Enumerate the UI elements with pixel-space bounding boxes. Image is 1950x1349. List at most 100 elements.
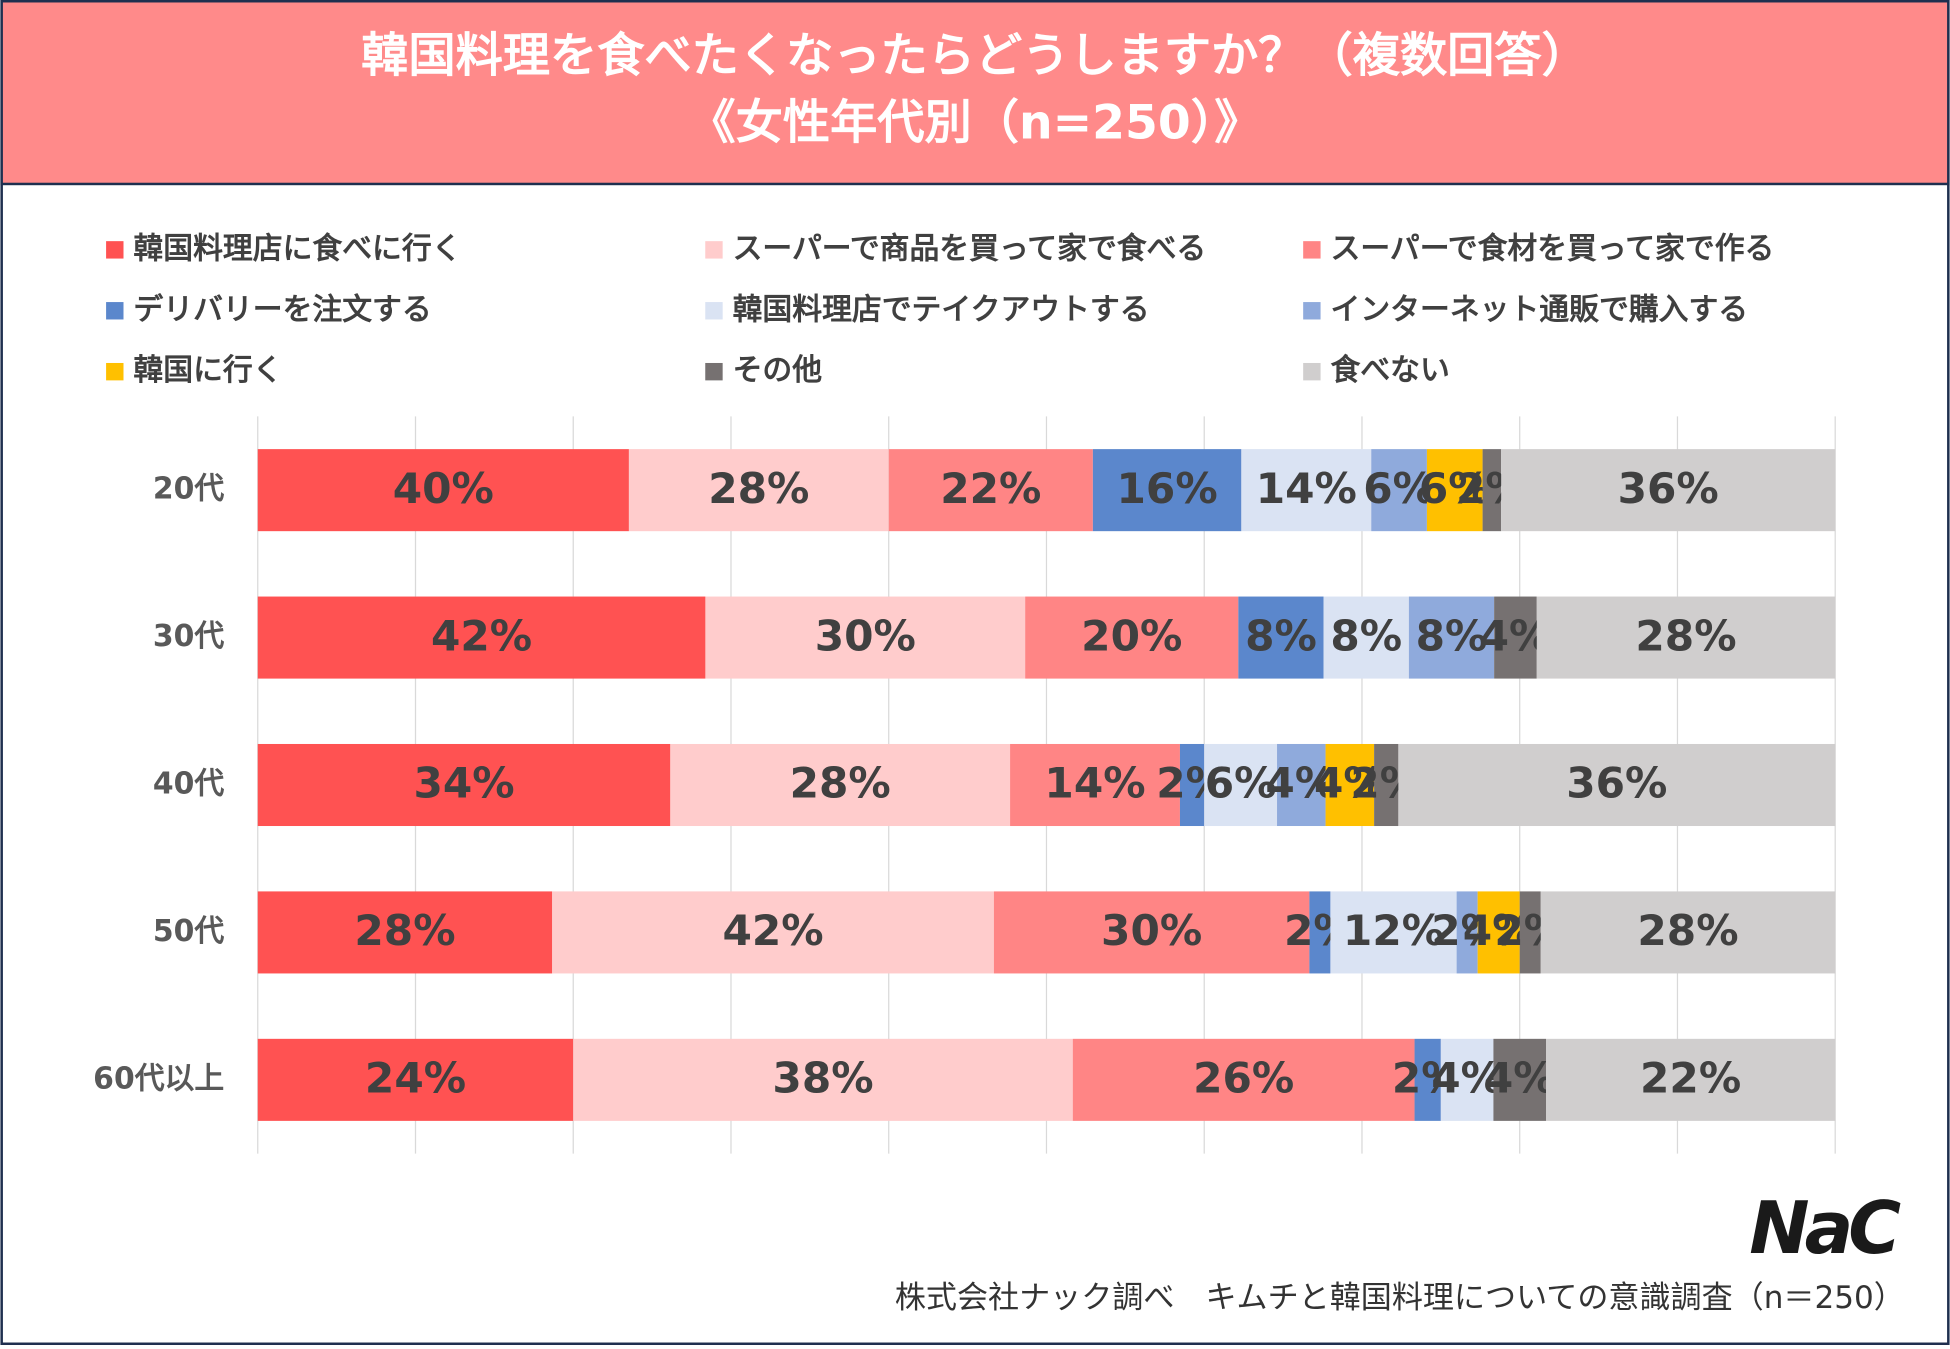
legend-swatch: [106, 302, 124, 320]
legend-swatch: [1303, 302, 1321, 320]
legend-label: スーパーで商品を買って家で食べる: [733, 231, 1207, 266]
y-tick-label: 30代: [153, 619, 225, 654]
legend-swatch: [1303, 362, 1321, 381]
bar-segment: [257, 449, 629, 532]
data-label: 4%: [1431, 1054, 1503, 1103]
data-label: 20%: [1081, 611, 1182, 660]
source-note: 株式会社ナック調べ キムチと韓国料理についての意識調査（n＝250）: [895, 1280, 1905, 1316]
data-label: 28%: [1637, 906, 1738, 955]
data-label: 34%: [413, 759, 514, 808]
bar-segment: [1309, 891, 1331, 974]
bar-segment: [257, 743, 671, 827]
legend-label: 韓国料理店に食べに行く: [133, 231, 461, 266]
legend-label: その他: [733, 353, 823, 388]
bar-segment: [1092, 449, 1242, 532]
legend-swatch: [106, 241, 124, 259]
data-label: 40%: [393, 464, 494, 513]
bar-segment: [1371, 449, 1427, 532]
bar-segment: [1010, 743, 1180, 827]
data-label: 26%: [1193, 1054, 1294, 1103]
data-label: 6%: [1205, 759, 1277, 808]
data-label: 38%: [772, 1054, 873, 1103]
data-label: 36%: [1566, 759, 1667, 808]
bar-segment: [1494, 596, 1537, 679]
chart-title: 韓国料理を食べたくなったらどうしますか？（複数回答）: [361, 28, 1589, 83]
bar-segment: [888, 449, 1093, 532]
bar-segment: [1456, 891, 1478, 974]
data-label: 8%: [1416, 611, 1488, 660]
bar-segment: [1374, 743, 1399, 827]
data-label: 8%: [1245, 611, 1317, 660]
legend-swatch: [1303, 241, 1321, 259]
legend-label: スーパーで食材を買って家で作る: [1331, 231, 1775, 266]
data-label: 12%: [1343, 906, 1444, 955]
bar-segment: [1440, 1038, 1494, 1121]
legend-label: 食べない: [1331, 353, 1450, 388]
legend-swatch: [106, 362, 124, 381]
bar-segment: [1179, 743, 1205, 827]
legend-swatch: [705, 241, 723, 259]
data-label: 30%: [1101, 906, 1202, 955]
data-label: 28%: [354, 906, 455, 955]
bar-segment: [1398, 743, 1836, 827]
bar-segment: [1408, 596, 1495, 679]
data-label: 4%: [1265, 759, 1337, 808]
bar-segment: [1277, 743, 1326, 827]
legend-label: 韓国料理店でテイクアウトする: [733, 292, 1150, 327]
legend-label: インターネット通販で購入する: [1331, 292, 1749, 327]
data-label: 28%: [1635, 611, 1736, 660]
bar-segment: [257, 1038, 574, 1121]
bar-segment: [1477, 891, 1520, 974]
legend-swatch: [705, 362, 723, 381]
legend-label: 韓国に行く: [133, 353, 282, 388]
bar-segment: [1426, 449, 1483, 532]
y-tick-label: 20代: [153, 472, 225, 507]
data-label: 24%: [365, 1054, 466, 1103]
bar-segment: [573, 1038, 1073, 1121]
bar-segment: [1323, 596, 1409, 679]
bar-segment: [670, 743, 1011, 827]
data-label: 36%: [1618, 464, 1719, 513]
bar-segment: [1325, 743, 1375, 827]
bar-segment: [993, 891, 1310, 974]
bar-segment: [1414, 1038, 1441, 1121]
data-label: 42%: [431, 611, 532, 660]
bar-segment: [1482, 449, 1502, 532]
bar-segment: [705, 596, 1026, 679]
bar-segment: [628, 449, 889, 532]
bar-segment: [1493, 1038, 1547, 1121]
bar-segment: [257, 596, 706, 679]
bar-segment: [1241, 449, 1372, 532]
data-label: 4%: [1314, 759, 1386, 808]
legend-swatch: [705, 302, 723, 320]
data-label: 42%: [722, 906, 823, 955]
bar-segment: [1536, 596, 1836, 679]
bar-segment: [1238, 596, 1324, 679]
data-label: 6%: [1419, 464, 1491, 513]
bar-segment: [1546, 1038, 1836, 1121]
data-label: 22%: [1640, 1054, 1741, 1103]
data-label: 28%: [790, 759, 891, 808]
data-label: 30%: [815, 611, 916, 660]
data-label: 22%: [940, 464, 1041, 513]
bar-segment: [552, 891, 994, 974]
legend-label: デリバリーを注文する: [133, 292, 431, 327]
y-tick-label: 40代: [153, 766, 225, 801]
bar-segment: [1519, 891, 1541, 974]
bar-segment: [1072, 1038, 1415, 1121]
data-label: 14%: [1044, 759, 1145, 808]
chart-subtitle: 《女性年代別（n=250）》: [688, 96, 1261, 151]
data-label: 4%: [1484, 1054, 1556, 1103]
bar-segment: [1540, 891, 1836, 974]
logo: NaC: [1749, 1187, 1901, 1271]
bar-segment: [257, 891, 553, 974]
bar-segment: [1501, 449, 1836, 532]
bar-segment: [1330, 891, 1457, 974]
bar-segment: [1025, 596, 1239, 679]
data-label: 14%: [1256, 464, 1357, 513]
data-label: 8%: [1330, 611, 1402, 660]
data-label: 28%: [708, 464, 809, 513]
header-band: [0, 0, 1950, 186]
y-tick-label: 60代以上: [93, 1061, 224, 1096]
